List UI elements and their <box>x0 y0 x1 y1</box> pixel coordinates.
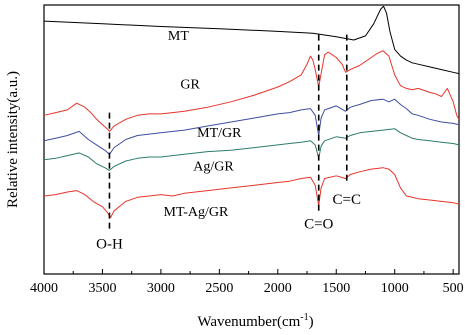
series-label: MT/GR <box>197 126 242 141</box>
series-label: Ag/GR <box>193 159 234 174</box>
x-axis-label: Wavenumber(cm-1) <box>197 312 313 330</box>
annotations: O-H C=OC=C <box>96 34 361 252</box>
series-label: MT-Ag/GR <box>164 205 229 220</box>
peak-label: O-H <box>96 236 123 252</box>
series-label: MT <box>168 29 189 44</box>
x-tick-label: 2500 <box>205 281 233 296</box>
series-line <box>43 167 460 218</box>
series-line <box>43 98 460 155</box>
series-label: GR <box>180 77 200 92</box>
series-line <box>43 5 460 75</box>
x-tick-label: 1000 <box>381 281 409 296</box>
peak-label: C=O <box>304 216 333 232</box>
x-tick-label: 500 <box>443 281 464 296</box>
axes: 4000 3500 3000 2500 2000 1500 1000 500 <box>30 4 464 296</box>
series-line <box>43 128 460 171</box>
x-tick-label: 1500 <box>322 281 350 296</box>
x-tick-label: 2000 <box>264 281 292 296</box>
plot-frame <box>43 4 460 275</box>
x-tick-label: 3500 <box>88 281 116 296</box>
x-tick-label: 3000 <box>147 281 175 296</box>
peak-label: C=C <box>333 192 361 208</box>
y-axis-label: Relative intensity(a.u.) <box>5 71 21 208</box>
series-group <box>43 5 460 218</box>
x-tick-label: 4000 <box>30 281 58 296</box>
series-line <box>43 50 460 132</box>
series-labels: MT GR MT/GR Ag/GR MT-Ag/GR <box>164 29 243 220</box>
